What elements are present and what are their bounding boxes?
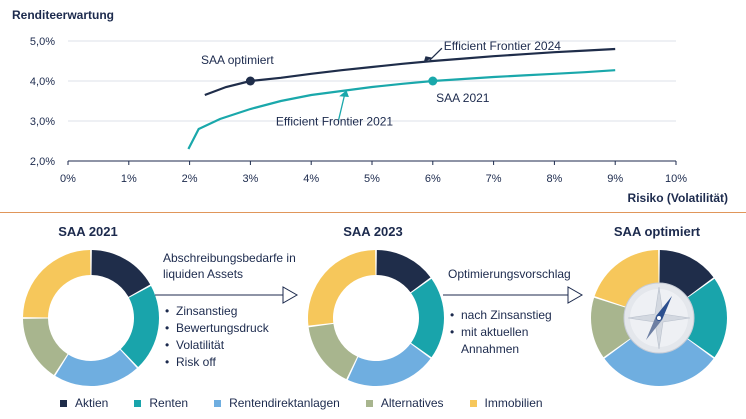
- section-divider: [0, 212, 746, 213]
- x-tick-label: 0%: [60, 173, 76, 185]
- donut-segment: [659, 250, 714, 298]
- donut-segment: [91, 250, 151, 297]
- series-pointer: [337, 94, 346, 121]
- donut-segment: [411, 278, 444, 358]
- y-tick-label: 3,0%: [30, 116, 55, 128]
- x-tick-label: 5%: [364, 173, 380, 185]
- donut-title-saa-2023: SAA 2023: [343, 224, 403, 239]
- transition-heading-1: Abschreibungsbedarfe in liquiden Assets: [163, 251, 296, 281]
- legend-swatch: [469, 399, 477, 407]
- x-tick-label: 4%: [303, 173, 319, 185]
- bullet-item: Zinsanstieg: [163, 303, 269, 320]
- arrow-right-icon: [155, 286, 299, 304]
- donut-segment: [23, 250, 91, 318]
- bullet-item: Risk off: [163, 354, 269, 371]
- donut-segment: [308, 250, 376, 326]
- legend-swatch: [365, 399, 373, 407]
- donut-segment: [687, 278, 727, 358]
- point-marker: [428, 76, 438, 86]
- legend-label: Aktien: [75, 396, 109, 410]
- compass-needle: [646, 316, 662, 340]
- donut-title-saa-optimiert: SAA optimiert: [613, 224, 701, 239]
- donut-segment: [604, 338, 714, 386]
- donut-segment: [347, 343, 431, 386]
- x-axis-title: Risiko (Volatilität): [627, 191, 728, 205]
- legend: Aktien Renten Rentendirektanlagen Altern…: [60, 396, 569, 410]
- donut-segment: [376, 250, 431, 293]
- efficient-frontier-chart: 2,0% 3,0% 4,0% 5,0% 0% 1% 2% 3% 4% 5% 6% 7% 8% 9% 10% E…: [30, 36, 687, 185]
- compass-pivot: [656, 315, 662, 321]
- bullet-item: nach Zinsanstieg: [448, 307, 578, 324]
- donut-segment: [23, 318, 68, 375]
- donut-segment: [594, 250, 659, 307]
- arrow-right-icon: [443, 286, 584, 304]
- series-pointer: [429, 47, 443, 61]
- x-tick-label: 6%: [425, 173, 441, 185]
- point-label: SAA optimiert: [201, 53, 274, 67]
- point-label: SAA 2021: [436, 91, 490, 105]
- donut-segment: [308, 323, 358, 380]
- series-label: Efficient Frontier 2024: [444, 39, 562, 53]
- series-pointer-head: [339, 90, 349, 97]
- x-tick-label: 8%: [546, 173, 562, 185]
- legend-item-immobilien: Immobilien: [469, 396, 543, 410]
- legend-swatch: [134, 399, 142, 407]
- compass-needle: [656, 296, 672, 320]
- bullet-item: Bewertungsdruck: [163, 320, 269, 337]
- transition-heading-2: Optimierungsvorschlag: [448, 267, 571, 281]
- compass-icon: [623, 282, 695, 354]
- bullet-item: mit aktuellen Annahmen: [448, 324, 578, 358]
- series-pointer-head: [423, 56, 433, 63]
- donut-chart-saa-2023: [308, 250, 444, 386]
- legend-label: Renten: [149, 396, 189, 410]
- legend-swatch: [214, 399, 222, 407]
- legend-swatch: [60, 399, 67, 407]
- bullet-item: Volatilität: [163, 337, 269, 354]
- legend-item-renten: Renten: [134, 396, 188, 410]
- transition-bullets-1: Zinsanstieg Bewertungsdruck Volatilität …: [163, 303, 269, 371]
- legend-item-rentendirektanlagen: Rentendirektanlagen: [214, 396, 340, 410]
- series-label: Efficient Frontier 2021: [276, 114, 394, 128]
- legend-label: Alternatives: [380, 396, 444, 410]
- x-tick-label: 9%: [607, 173, 623, 185]
- series-line: [187, 69, 616, 150]
- point-marker: [245, 76, 255, 86]
- donut-segment: [591, 297, 631, 358]
- donut-chart-saa-optimiert: [591, 250, 727, 386]
- legend-item-aktien: Aktien: [60, 396, 108, 410]
- donut-title-saa-2021: SAA 2021: [58, 224, 118, 239]
- y-tick-label: 2,0%: [30, 156, 55, 168]
- x-tick-label: 7%: [486, 173, 502, 185]
- x-tick-label: 10%: [665, 173, 687, 185]
- y-tick-label: 4,0%: [30, 76, 55, 88]
- legend-label: Rentendirektanlagen: [229, 396, 340, 410]
- x-tick-label: 2%: [182, 173, 198, 185]
- series-line: [204, 47, 616, 97]
- donut-segment: [120, 285, 160, 367]
- y-axis-title: Renditeerwartung: [12, 8, 115, 22]
- transition-bullets-2: nach Zinsanstieg mit aktuellen Annahmen: [448, 307, 578, 358]
- x-tick-label: 1%: [121, 173, 137, 185]
- legend-label: Immobilien: [484, 396, 543, 410]
- donut-segment: [55, 349, 137, 386]
- legend-item-alternatives: Alternatives: [365, 396, 444, 410]
- y-tick-label: 5,0%: [30, 36, 55, 48]
- x-tick-label: 3%: [242, 173, 258, 185]
- donut-chart-saa-2021: [23, 250, 160, 386]
